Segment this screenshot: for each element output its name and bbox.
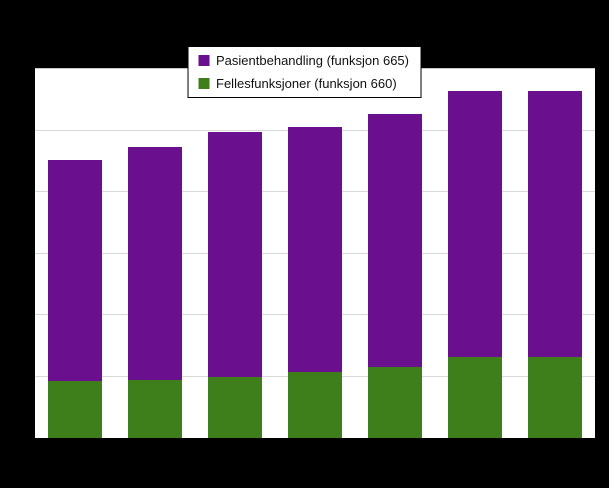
bar-segment-pasientbehandling bbox=[368, 113, 422, 368]
bar-segment-pasientbehandling bbox=[528, 90, 582, 357]
stacked-bar bbox=[368, 69, 422, 438]
plot-area bbox=[35, 68, 595, 438]
stacked-bar bbox=[48, 69, 102, 438]
stacked-bar bbox=[528, 69, 582, 438]
legend-item-pasientbehandling: Pasientbehandling (funksjon 665) bbox=[198, 53, 409, 69]
legend-swatch-purple-icon bbox=[198, 55, 210, 67]
bar-segment-fellesfunksjoner bbox=[208, 376, 262, 438]
legend: Pasientbehandling (funksjon 665) Fellesf… bbox=[187, 46, 422, 99]
bar-segment-pasientbehandling bbox=[48, 159, 102, 382]
legend-label: Pasientbehandling (funksjon 665) bbox=[216, 53, 409, 68]
bar-segment-fellesfunksjoner bbox=[288, 371, 342, 438]
bar-segment-fellesfunksjoner bbox=[448, 356, 502, 438]
stacked-bar bbox=[448, 69, 502, 438]
bar-segment-fellesfunksjoner bbox=[368, 367, 422, 438]
bar-segment-fellesfunksjoner bbox=[128, 379, 182, 438]
bar-segment-pasientbehandling bbox=[288, 127, 342, 372]
bar-segment-fellesfunksjoner bbox=[48, 381, 102, 438]
legend-label: Fellesfunksjoner (funksjon 660) bbox=[216, 75, 397, 91]
bar-segment-pasientbehandling bbox=[208, 132, 262, 377]
stacked-bar bbox=[208, 69, 262, 438]
bar-segment-fellesfunksjoner bbox=[528, 356, 582, 438]
bar-segment-pasientbehandling bbox=[128, 147, 182, 380]
stacked-bar bbox=[288, 69, 342, 438]
legend-item-fellesfunksjoner: Fellesfunksjoner (funksjon 660) bbox=[198, 76, 409, 92]
bar-segment-pasientbehandling bbox=[448, 90, 502, 357]
stacked-bar bbox=[128, 69, 182, 438]
legend-swatch-green-icon bbox=[198, 77, 210, 89]
